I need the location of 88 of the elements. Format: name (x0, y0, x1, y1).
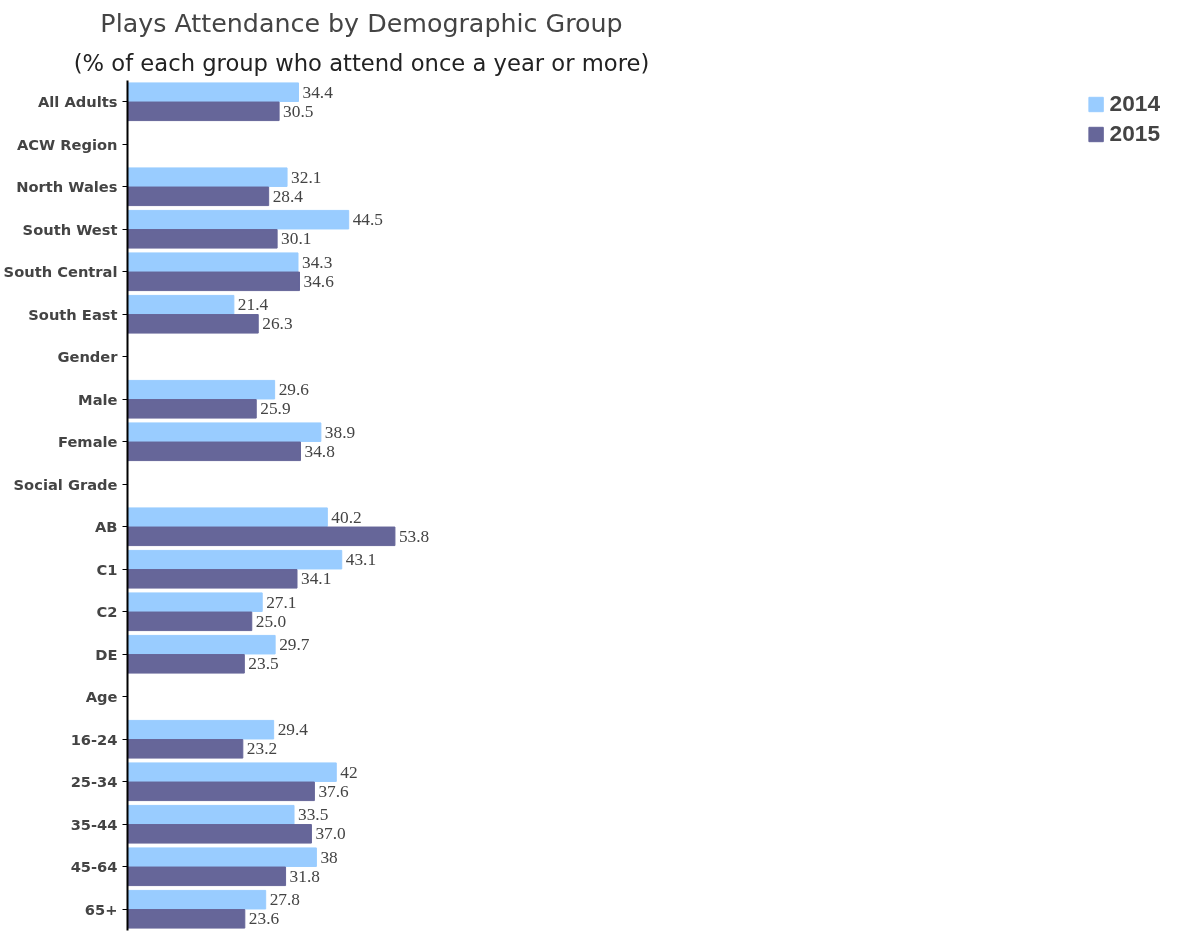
data-label: 38 (320, 847, 338, 867)
bar (127, 824, 312, 844)
y-tick-label: DE (95, 645, 118, 663)
data-label: 26.3 (262, 314, 293, 334)
data-label: 34.3 (302, 252, 333, 272)
data-label: 29.7 (279, 635, 310, 655)
bar (127, 866, 287, 887)
data-label: 28.4 (272, 186, 304, 206)
bar (127, 167, 288, 187)
data-label: 33.5 (298, 805, 329, 825)
bar (127, 526, 396, 547)
bar (127, 507, 328, 527)
y-tick-label: 65+ (84, 900, 118, 918)
data-label: 30.5 (283, 101, 314, 121)
bar (127, 781, 315, 802)
bar (127, 314, 259, 334)
y-tick-label: ACW Region (16, 135, 118, 153)
y-tick-label: C2 (96, 603, 118, 621)
data-label: 42 (340, 762, 358, 782)
bar (127, 719, 275, 740)
y-tick-label: All Adults (37, 93, 118, 111)
bar (127, 549, 343, 570)
bar (127, 252, 299, 272)
bar (127, 399, 257, 419)
data-label: 25.9 (260, 399, 291, 419)
y-tick-label: Gender (57, 348, 119, 366)
bar (127, 441, 301, 462)
y-tick-label: South West (22, 220, 118, 238)
bar (127, 611, 253, 632)
bar (127, 592, 263, 612)
y-tick-label: 16-24 (70, 730, 118, 748)
data-label: 34.8 (304, 441, 335, 461)
data-label: 43.1 (345, 550, 377, 570)
bar (127, 634, 276, 655)
y-tick-label: Social Grade (13, 475, 118, 493)
data-label: 32.1 (291, 167, 322, 187)
data-label: 27.1 (266, 592, 297, 612)
data-label: 21.4 (237, 295, 269, 315)
data-label: 38.9 (324, 422, 356, 442)
data-label: 30.1 (281, 229, 312, 249)
data-label: 23.5 (248, 654, 279, 674)
bar (127, 739, 244, 759)
data-label: 34.6 (303, 271, 335, 291)
chart-title: Plays Attendance by Demographic Group (100, 7, 623, 38)
bar (127, 186, 270, 207)
data-label: 29.4 (277, 720, 309, 740)
data-label: 37.0 (315, 824, 346, 844)
bar (127, 379, 276, 400)
bar (127, 271, 300, 292)
y-tick-label: 25-34 (70, 773, 118, 791)
bar (127, 889, 267, 910)
y-tick-label: Male (78, 390, 118, 408)
data-label: 23.6 (248, 909, 280, 929)
y-tick-label: South Central (3, 263, 118, 281)
bar (127, 569, 298, 589)
data-label: 29.6 (278, 380, 310, 400)
data-label: 37.6 (318, 781, 350, 801)
bar (127, 229, 278, 249)
data-label: 34.4 (302, 82, 334, 102)
bar (127, 762, 337, 782)
chart-subtitle: (% of each group who attend once a year or more) (73, 49, 650, 76)
data-label: 53.8 (398, 526, 430, 546)
y-tick-label: Female (58, 433, 118, 451)
data-label: 31.8 (289, 866, 320, 886)
y-tick-label: C1 (96, 560, 118, 578)
bar (127, 909, 246, 929)
y-tick-label: North Wales (16, 178, 118, 196)
bar (127, 804, 295, 825)
bar (127, 209, 350, 230)
data-label: 25.0 (255, 611, 287, 631)
y-tick-label: South East (28, 305, 118, 323)
y-tick-label: Age (85, 688, 118, 706)
data-label: 34.1 (301, 569, 332, 589)
bar (127, 82, 299, 102)
data-label: 27.8 (269, 890, 301, 910)
bar (127, 422, 322, 442)
bar (127, 294, 235, 315)
data-label: 40.2 (331, 507, 362, 527)
y-tick-label: 35-44 (70, 815, 118, 833)
y-tick-label: AB (94, 518, 118, 536)
legend-label: 2014 (1109, 90, 1160, 117)
data-label: 23.2 (246, 739, 278, 759)
bar (127, 101, 280, 122)
data-label: 44.5 (352, 210, 384, 230)
legend-label: 2015 (1109, 120, 1160, 147)
y-tick-label: 45-64 (70, 858, 118, 876)
bar (127, 654, 245, 674)
bar (127, 847, 317, 867)
